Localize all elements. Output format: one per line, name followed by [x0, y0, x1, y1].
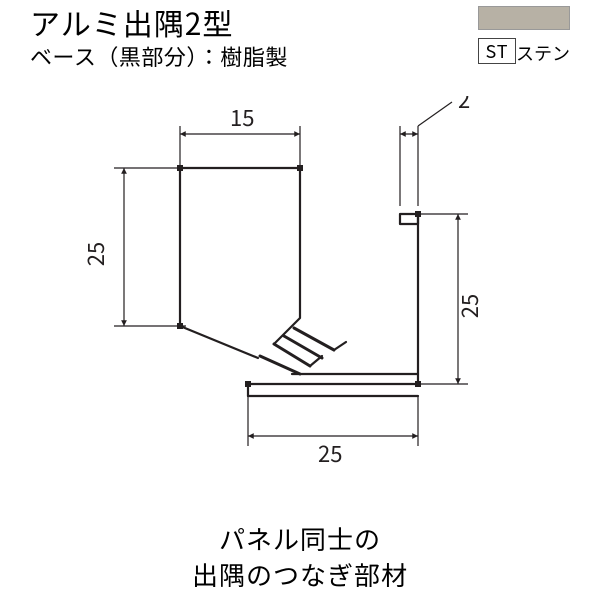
dim-top-2 [400, 102, 452, 206]
dim-label-2: 2 [458, 96, 470, 115]
dim-label-bottom-25: 25 [318, 437, 342, 469]
profile-outline [180, 168, 418, 396]
dim-label-15: 15 [230, 101, 254, 133]
footer-line-2: 出隅のつなぎ部材 [0, 556, 600, 593]
finish-label: ステン [516, 40, 570, 66]
color-swatch [478, 6, 570, 30]
finish-code: ST [478, 38, 516, 64]
dim-left-25 [114, 168, 186, 326]
product-title: アルミ出隅2型 [30, 0, 233, 44]
product-subtitle: ベース（黒部分）：樹脂製 [30, 40, 288, 72]
footer-line-1: パネル同士の [0, 520, 600, 557]
dim-label-left-25: 25 [79, 242, 111, 266]
dim-label-right-25: 25 [453, 294, 485, 318]
section-diagram: 15 2 25 25 [60, 96, 540, 476]
